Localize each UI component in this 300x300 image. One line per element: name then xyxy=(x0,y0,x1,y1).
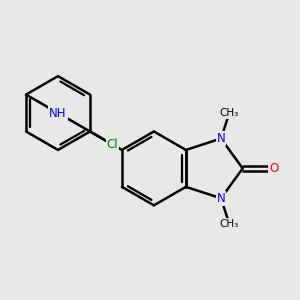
Text: O: O xyxy=(269,162,279,175)
Text: CH₃: CH₃ xyxy=(220,219,239,229)
Text: NH: NH xyxy=(49,106,67,119)
Text: Cl: Cl xyxy=(107,138,118,151)
Text: CH₃: CH₃ xyxy=(220,108,239,118)
Text: N: N xyxy=(217,132,225,145)
Text: N: N xyxy=(217,192,225,205)
